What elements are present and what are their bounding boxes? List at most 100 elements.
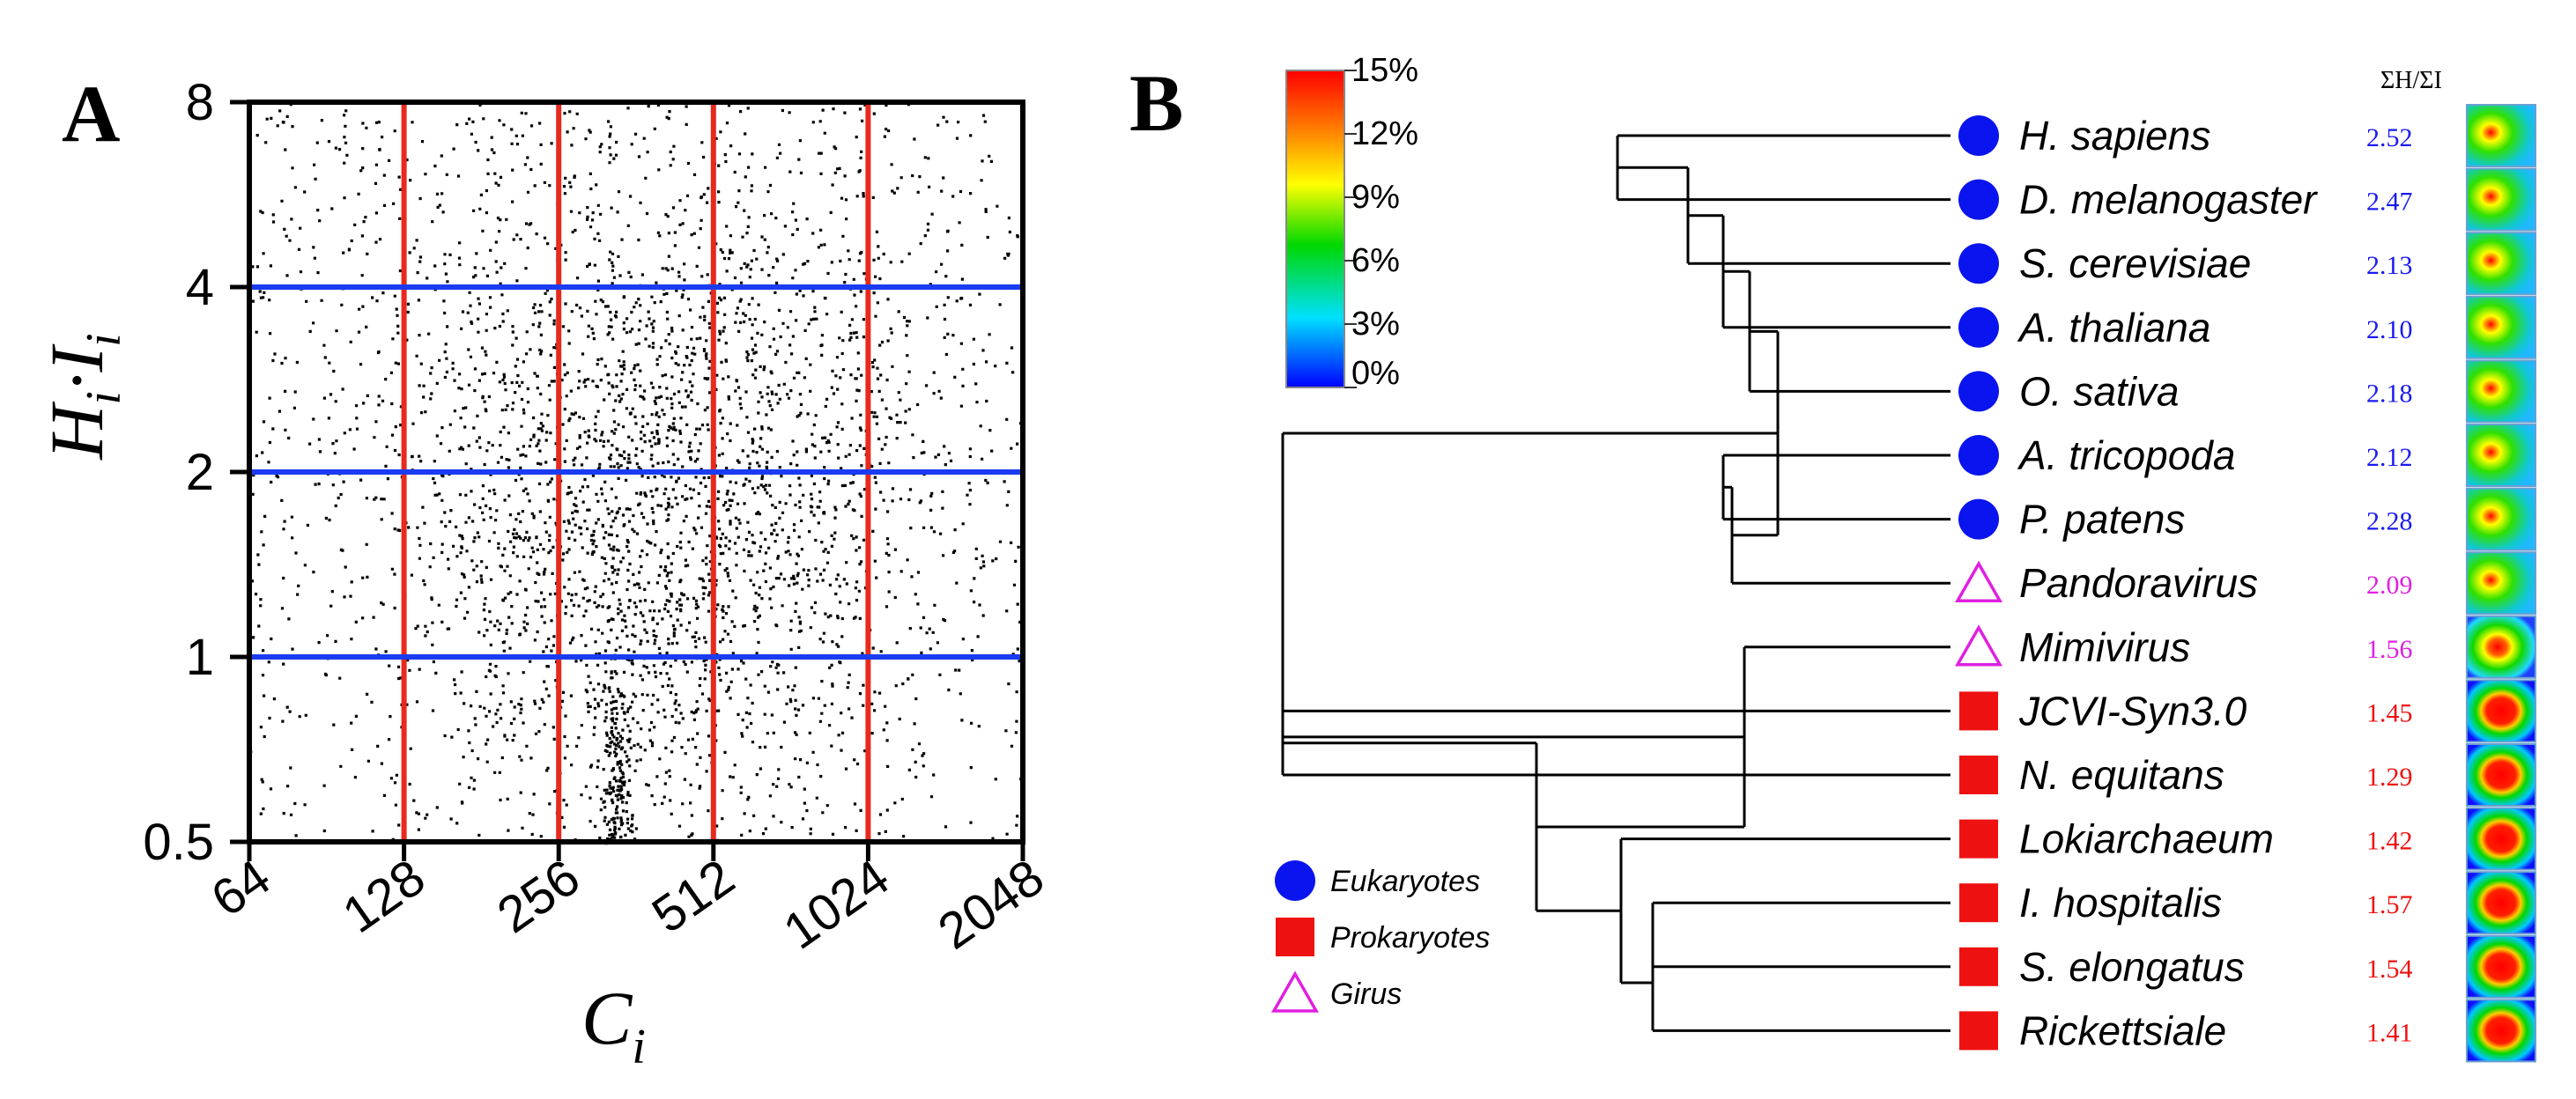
heatmap-thumbnail [2466,167,2536,232]
ratio-value: 2.12 [2366,443,2413,472]
heatmap-thumbnail [2466,871,2536,935]
y-axis-title: Hi·Ii [34,333,131,460]
colorbar-ticks: 15% 12% 9% 6% 3% 0% [1344,52,1418,392]
y-tick-label: 2 [186,444,214,501]
ratio-value: 1.29 [2366,763,2413,792]
y-tick-label: 1 [186,629,214,686]
heatmap-thumbnail [2466,104,2536,167]
leaf-marker-eukaryotes [1958,179,1999,220]
ratio-header: ΣH/ΣI [2380,67,2442,94]
species-label: O. sativa [2019,368,2180,414]
leaf-marker-eukaryotes [1958,115,1999,156]
leaf-labels: H. sapiens 2.52 D. melanogaster 2.47 S. cere… [1954,104,2536,1063]
heatmap-thumbnail [2466,807,2536,871]
dendrogram [1281,134,1951,1032]
y-tick-label: 4 [186,259,214,316]
legend-marker-prokaryotes [1276,918,1314,956]
species-label: N. equitans [2019,752,2224,798]
leaf-marker-prokaryotes [1959,756,1998,794]
colorbar [1285,70,1345,388]
leaf-marker-girus [1954,560,2003,602]
ratio-value: 2.47 [2366,188,2413,217]
colorbar-tick-label: 3% [1351,306,1400,343]
species-label: P. patens [2019,497,2185,542]
heatmap-thumbnail [2466,743,2536,807]
heatmap-thumbnail [2466,934,2536,999]
heatmap-thumbnail [2466,295,2536,359]
leaf-marker-eukaryotes [1958,371,1999,412]
leaf-marker-prokaryotes [1959,819,1998,859]
reference-lines [249,102,1023,842]
species-label: S. cerevisiae [2019,240,2251,286]
x-tick-label: 256 [487,848,590,944]
species-label: I. hospitalis [2019,880,2222,926]
leaf-marker-eukaryotes [1958,498,1999,540]
colorbar-tick-label: 15% [1351,52,1418,89]
species-label: S. elongatus [2019,944,2245,990]
leaf-marker-eukaryotes [1958,306,1999,348]
ratio-value: 1.41 [2366,1018,2413,1047]
legend-marker-eukaryotes [1275,860,1315,901]
leaf-marker-prokaryotes [1959,1011,1998,1051]
ratio-value: 2.09 [2366,571,2413,600]
ratio-value: 1.45 [2366,698,2413,727]
leaf-marker-prokaryotes [1959,883,1998,923]
x-axis-title: Ci [581,976,646,1074]
legend-label: Girus [1330,977,1402,1011]
ratio-value: 1.54 [2366,955,2413,984]
y-axis-ticks: 0.5 1 2 4 8 [143,74,249,871]
ratio-value: 1.42 [2366,827,2413,856]
panel-b-label: B [1129,58,1183,148]
heatmap-thumbnail [2466,487,2536,551]
heatmap-thumbnail [2466,999,2536,1063]
group-legend: Eukaryotes Prokaryotes Girus [1270,860,1490,1013]
leaf-marker-eukaryotes [1958,435,1999,476]
ratio-value: 1.57 [2366,890,2413,919]
species-label: Rickettsiale [2019,1007,2226,1053]
species-label: A. thaliana [2017,305,2210,350]
heatmap-thumbnail [2466,424,2536,487]
species-label: Mimivirus [2019,624,2190,670]
x-tick-label: 2048 [928,848,1054,960]
leaf-marker-girus [1954,624,2003,667]
ratio-value: 2.10 [2366,315,2413,344]
svg-text:Ci: Ci [581,976,646,1074]
species-label: D. melanogaster [2019,177,2318,223]
x-axis-ticks: 64 128 256 512 1024 2048 [201,842,1054,961]
species-label: H. sapiens [2019,113,2210,159]
leaf-marker-prokaryotes [1959,691,1998,731]
colorbar-tick-label: 0% [1351,355,1400,392]
leaf-marker-eukaryotes [1958,243,1999,284]
ratio-value: 1.56 [2366,635,2413,664]
species-label: Pandoravirus [2019,560,2258,606]
panel-b: B 15% 12% 9% 6% 3% 0% ΣH/ΣI H. sapiens 2.52 D. … [1129,52,2536,1063]
colorbar-tick-label: 9% [1351,179,1400,216]
colorbar-tick-label: 12% [1351,115,1418,152]
legend-label: Eukaryotes [1330,865,1480,898]
x-tick-label: 512 [642,848,745,944]
panel-a-label: A [62,69,120,159]
colorbar-tick-label: 6% [1351,242,1400,279]
ratio-value: 2.28 [2366,507,2413,536]
legend-marker-girus [1270,970,1320,1013]
heatmap-thumbnail [2466,359,2536,424]
legend-label: Prokaryotes [1330,921,1490,955]
ratio-value: 2.18 [2366,379,2413,408]
ratio-value: 2.13 [2366,251,2413,280]
y-tick-label: 8 [186,74,214,131]
heatmap-thumbnail [2466,551,2536,616]
x-tick-label: 1024 [774,848,899,960]
x-tick-label: 128 [332,848,435,944]
heatmap-thumbnail [2466,679,2536,743]
species-label: Lokiarchaeum [2019,816,2274,862]
leaf-marker-prokaryotes [1959,947,1998,986]
heatmap-thumbnail [2466,615,2536,679]
species-label: A. tricopoda [2017,432,2235,478]
species-label: JCVI-Syn3.0 [2018,688,2247,734]
svg-text:Hi·Ii: Hi·Ii [34,333,131,460]
ratio-value: 2.52 [2366,123,2413,152]
y-tick-label: 0.5 [143,814,214,871]
heatmap-thumbnail [2466,232,2536,296]
